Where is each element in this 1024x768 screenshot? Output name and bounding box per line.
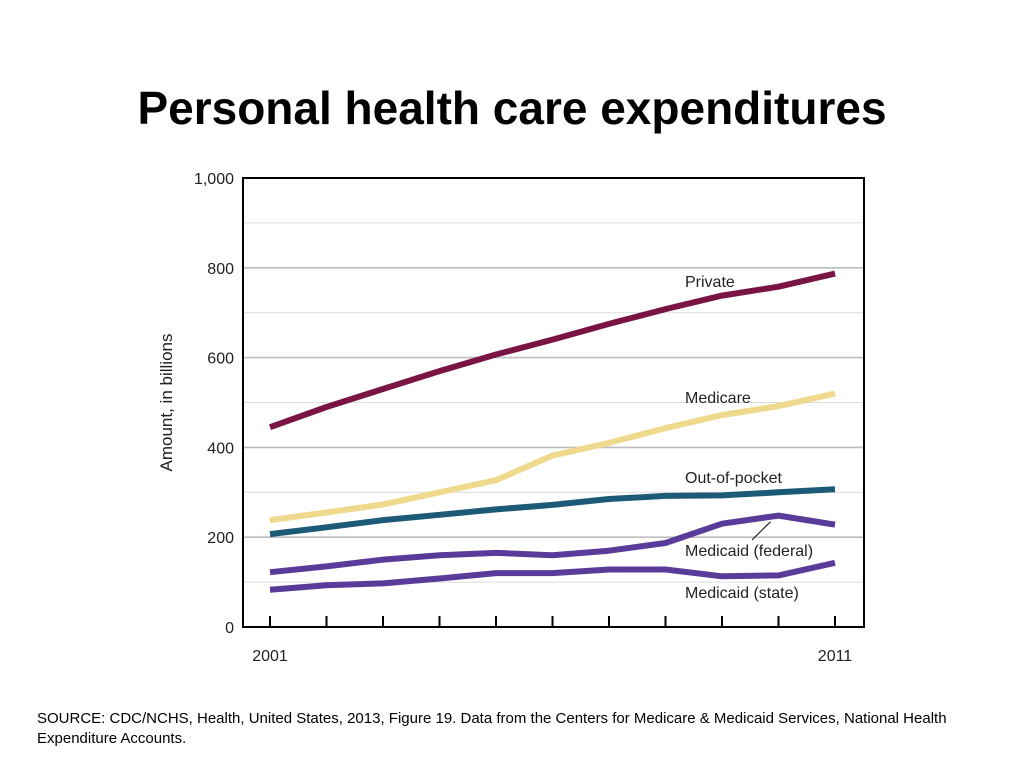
series-line-medicaid-state — [269, 559, 836, 593]
series-label: Medicaid (state) — [685, 585, 799, 602]
y-axis-label: Amount, in billions — [157, 334, 176, 472]
y-tick-label: 400 — [207, 440, 234, 457]
x-tick-label: 2001 — [252, 648, 288, 665]
y-tick-label: 0 — [225, 620, 234, 637]
source-note: SOURCE: CDC/NCHS, Health, United States,… — [37, 710, 947, 747]
x-axis-ticks: 2001 2011 — [252, 616, 852, 665]
series-line-out-of-pocket — [269, 486, 836, 538]
series-line-private — [268, 270, 836, 431]
slide-title: Personal health care expenditures — [137, 82, 887, 134]
y-tick-label: 600 — [207, 351, 234, 368]
line-chart: 0 200 400 600 800 1,000 2001 2011 Private Medic… — [140, 160, 900, 680]
label-leader-line — [751, 521, 771, 541]
series-labels: Private Medicare Out-of-pocket Medicaid (fe… — [685, 274, 813, 602]
series-label: Medicare — [685, 390, 751, 407]
series-lines — [268, 270, 836, 593]
x-tick-label: 2011 — [818, 648, 853, 665]
y-tick-label: 1,000 — [194, 171, 234, 188]
series-label: Medicaid (federal) — [685, 543, 813, 560]
series-line-medicare — [269, 390, 836, 524]
series-label: Private — [685, 274, 735, 291]
series-label: Out-of-pocket — [685, 470, 782, 487]
series-line-medicaid-federal — [269, 512, 836, 576]
y-tick-label: 800 — [207, 261, 234, 278]
y-axis-ticks: 0 200 400 600 800 1,000 — [194, 171, 234, 637]
chart-canvas: 0 200 400 600 800 1,000 2001 2011 Private Medic… — [157, 171, 865, 665]
y-tick-label: 200 — [207, 530, 234, 547]
